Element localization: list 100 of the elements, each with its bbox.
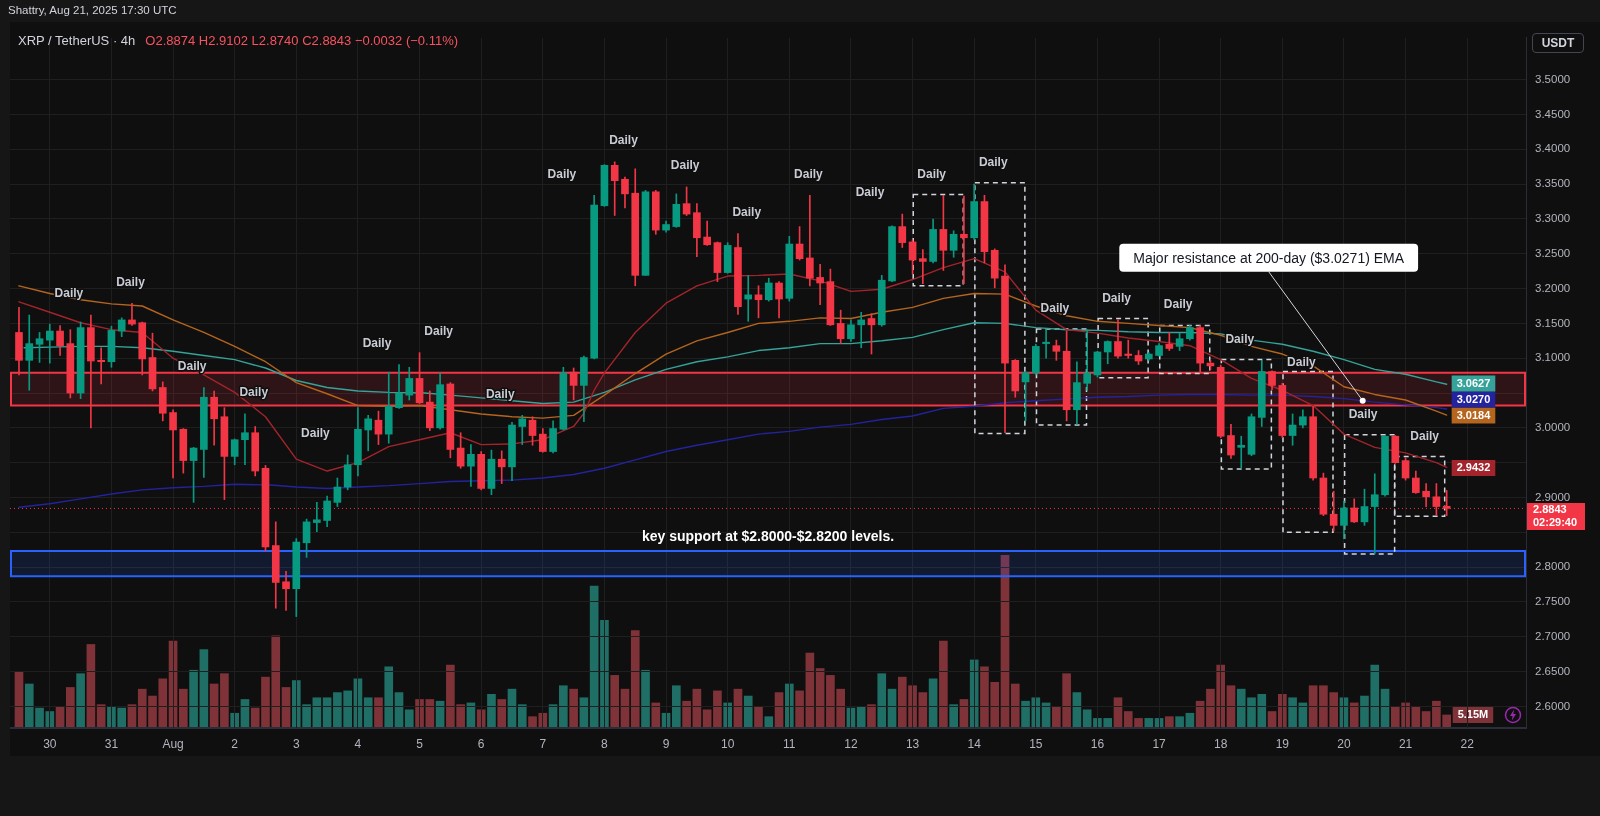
x-tick-label: 14 [967,736,982,751]
ref-line-label: 2.8843 02:29:40 [1533,502,1578,528]
y-axis-title: USDT [1532,33,1584,53]
bar [1010,683,1020,727]
bar [220,673,229,727]
bar [281,687,291,727]
candlestick [806,194,814,287]
y-tick-label: 2.7000 [1535,629,1571,642]
candlestick [960,195,968,285]
bar [672,685,681,727]
bar [867,704,876,727]
bar [1282,370,1334,534]
bar [610,675,620,727]
bar [1267,711,1277,727]
y-tick-label: 2.6500 [1535,664,1571,677]
bar [1175,716,1184,727]
bar [949,704,958,727]
annotation: Daily [239,385,269,400]
annotation: Daily [424,323,454,338]
annotation: Daily [917,166,947,181]
candlestick [919,249,927,285]
bar [1421,711,1431,727]
data-label: 3.0270 [1456,392,1491,405]
bar [384,666,394,727]
bar [1288,697,1297,727]
annotation: Daily [116,274,146,289]
bar [86,644,96,727]
bar [240,699,250,727]
bar [178,688,188,727]
bar [569,688,578,727]
annotation: Daily [54,286,84,301]
bar [96,704,106,727]
bar [974,181,1026,435]
bar [743,695,753,727]
bar [939,640,948,727]
x-tick-label: 21 [1398,736,1413,751]
bar [487,693,496,727]
x-tick-label: 19 [1275,736,1290,751]
annotation: Daily [1040,300,1070,315]
bar [1349,702,1359,727]
bar [1308,685,1318,727]
candlestick [1370,473,1379,555]
annotation: 5.15M [1457,708,1489,721]
y-tick-label: 3.5000 [1535,72,1571,85]
bar [912,193,964,287]
x-tick-label: 10 [721,736,735,751]
x-tick-label: 8 [601,736,609,751]
data-label: 3.0627 [1456,376,1491,389]
bar [404,709,414,727]
annotation: Daily [485,386,515,401]
x-tick-label: Aug [162,736,184,751]
bar [363,697,373,727]
bar [1072,692,1082,727]
bar [1226,685,1236,727]
bar [1159,324,1211,375]
bar [1165,716,1174,727]
bar [189,669,198,727]
annotation: Daily [670,158,700,173]
bar [1097,317,1149,379]
bar [476,709,486,727]
candlestick [45,323,54,364]
bar [230,712,240,727]
y-tick-label: 3.3000 [1535,212,1571,225]
candlestick [497,450,506,484]
y-tick-label: 2.6000 [1535,699,1571,712]
y-tick-label: 2.9000 [1535,490,1571,503]
bar [394,692,404,727]
candlestick [1237,435,1246,469]
x-tick-label: 22 [1460,736,1475,751]
candlestick [857,311,866,349]
bar [600,620,609,727]
chart-subtitle: O2.8874 H2.9102 L2.8740 C2.8843 −0.0032 (−0.11%) [145,33,459,48]
bar [877,673,887,727]
bar [497,699,507,727]
bar [559,685,568,727]
x-tick-label: 6 [477,736,485,751]
y-tick-label: 2.8000 [1535,560,1571,573]
x-tick-label: 30 [43,736,57,751]
x-tick-label: 15 [1029,736,1043,751]
x-tick-label: 7 [539,736,547,751]
bar [312,697,322,727]
candlestick [241,413,249,466]
bar [579,697,589,727]
annotation: Daily [794,166,824,181]
annotation: Daily [978,155,1008,170]
bar [127,704,137,727]
x-tick-label: 31 [104,736,119,751]
x-tick-label: 20 [1337,736,1351,751]
bar [589,585,599,727]
bar [209,683,219,727]
y-tick-label: 3.4000 [1535,142,1571,155]
bar [702,709,712,727]
bar [14,671,24,727]
bar [918,692,928,727]
candlestick [1042,329,1050,359]
bar [199,649,209,727]
bar [651,702,661,727]
candlestick [313,502,321,532]
x-tick-label: 12 [844,736,858,751]
text: Shattry, Aug 21, 2025 17:30 UTC [8,4,177,16]
